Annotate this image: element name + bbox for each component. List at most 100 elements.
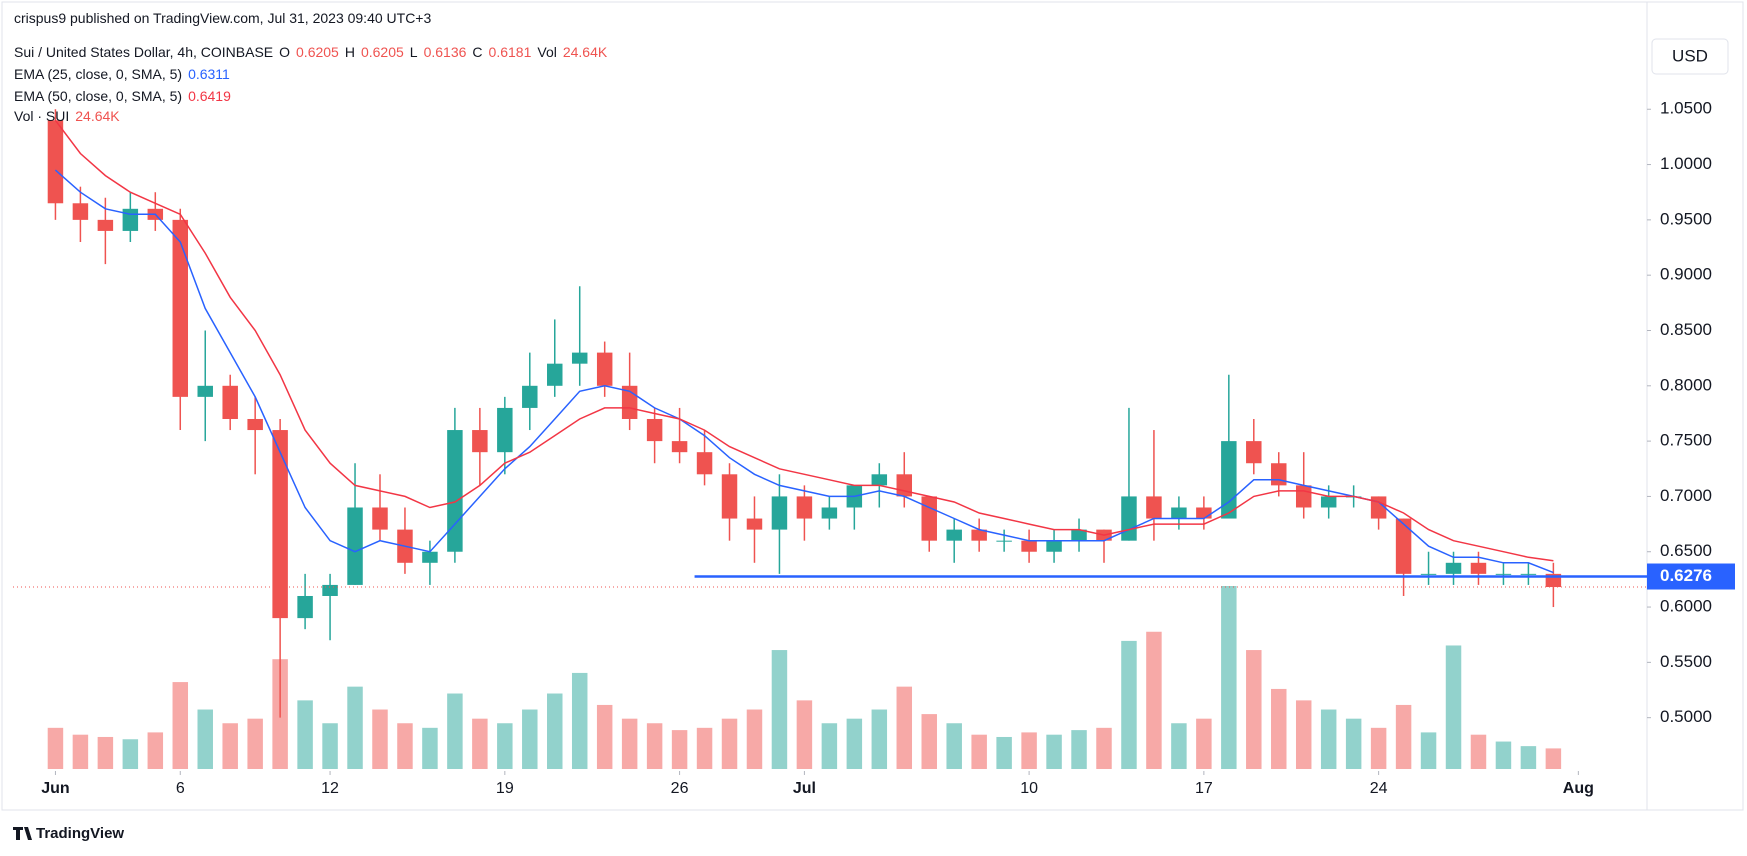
candle-body xyxy=(671,441,688,453)
volume-bar xyxy=(547,693,563,769)
volume-bar xyxy=(322,723,338,769)
y-tick-label: 0.6500 xyxy=(1660,541,1712,560)
ema25-legend: EMA (25, close, 0, SMA, 5) 0.6311 xyxy=(14,66,230,82)
volume-bar xyxy=(472,718,488,769)
candle-body xyxy=(1196,507,1212,519)
candle-body xyxy=(272,430,288,619)
candle-body xyxy=(1146,496,1162,519)
volume-bar xyxy=(1246,650,1262,769)
volume-bar xyxy=(1445,645,1462,769)
candle-body xyxy=(1046,540,1062,552)
candle-body xyxy=(1445,562,1462,574)
candle-body xyxy=(1370,496,1387,519)
ema50-legend: EMA (50, close, 0, SMA, 5) 0.6419 xyxy=(14,88,231,104)
volume-bar xyxy=(1146,631,1162,769)
candle-body xyxy=(297,595,313,619)
volume-bar xyxy=(796,700,813,769)
ohlc-name: Vol xyxy=(537,44,557,60)
volume-bar xyxy=(1071,730,1087,769)
volume-bar xyxy=(1271,688,1287,769)
candle-body xyxy=(72,203,89,220)
volume-bar xyxy=(1470,734,1487,769)
y-tick-label: 0.9500 xyxy=(1660,209,1712,228)
candle-body xyxy=(771,496,788,530)
candle-body xyxy=(1320,496,1337,508)
volume-bar xyxy=(921,714,937,769)
ohlc-name: C xyxy=(472,44,483,60)
candle-body xyxy=(97,219,114,231)
y-tick-label: 0.7000 xyxy=(1660,486,1712,505)
candle-body xyxy=(547,363,563,386)
candle-body xyxy=(996,540,1012,542)
logo: TradingView xyxy=(36,825,124,842)
volume-bar xyxy=(671,730,688,769)
published: crispus9 published on TradingView.com, J… xyxy=(14,10,432,26)
volume-bar xyxy=(1096,727,1112,769)
legend-value: 0.6419 xyxy=(188,88,231,104)
volume-bar xyxy=(1021,732,1037,769)
volume-bar xyxy=(971,734,987,769)
ema-line xyxy=(54,169,1554,574)
ohlc-name: O xyxy=(279,44,291,60)
y-tick-label: 0.5000 xyxy=(1660,707,1712,726)
y-tick-label: 0.7500 xyxy=(1660,431,1712,450)
volume-bar xyxy=(347,686,363,769)
candle-body xyxy=(422,551,438,563)
candle-body xyxy=(1520,573,1537,575)
y-tick-label: 0.8500 xyxy=(1660,320,1712,339)
volume-bar xyxy=(571,672,588,769)
candle-body xyxy=(746,518,763,530)
currency-box[interactable] xyxy=(1651,38,1729,75)
volume-bar xyxy=(1320,709,1337,769)
currency[interactable]: USD xyxy=(1672,46,1708,65)
volume-bar xyxy=(497,723,513,769)
volume-bar xyxy=(871,709,888,769)
candle-body xyxy=(172,219,189,397)
volume-bar xyxy=(397,723,413,769)
candle-body xyxy=(197,385,213,397)
x-tick-label: Jun xyxy=(41,780,69,797)
x-tick-label: 19 xyxy=(496,780,514,797)
candle-body xyxy=(1246,441,1262,464)
volume-bar xyxy=(47,727,64,769)
y-tick-label: 0.5500 xyxy=(1660,652,1712,671)
candle-body xyxy=(921,496,937,541)
x-tick-label: 12 xyxy=(321,780,339,797)
volume-bar xyxy=(646,723,663,769)
frame xyxy=(1,1,1744,811)
volume-bar xyxy=(1221,586,1237,769)
volume-bar xyxy=(596,704,613,769)
candle-body xyxy=(372,507,388,530)
volume-bar xyxy=(447,693,463,769)
candle-body xyxy=(896,474,913,497)
x-tick-label: Jul xyxy=(793,780,816,797)
candle-body xyxy=(347,507,363,585)
candle-body xyxy=(247,418,263,431)
candle-body xyxy=(796,496,813,519)
candle-body xyxy=(122,208,139,231)
ohlc-name: H xyxy=(344,44,355,60)
candle-body xyxy=(1395,518,1412,574)
candle-body xyxy=(696,452,713,475)
x-tick-label: 26 xyxy=(671,780,689,797)
volume-bar xyxy=(721,718,738,769)
ohlc-value: 0.6205 xyxy=(296,44,339,60)
volume-bar xyxy=(946,723,962,769)
volume-bar xyxy=(696,727,713,769)
candle-body xyxy=(1295,485,1312,508)
candle-body xyxy=(1221,441,1237,519)
candle-body xyxy=(721,474,738,519)
candle-body xyxy=(1420,573,1437,575)
y-tick-label: 0.8000 xyxy=(1660,375,1712,394)
volume-bar xyxy=(771,650,788,769)
candle-body xyxy=(222,385,238,419)
candle-body xyxy=(1121,496,1137,541)
candle-body xyxy=(322,584,338,596)
volume-bar xyxy=(222,723,238,769)
volume-bar xyxy=(1121,640,1137,769)
x-tick-label: 17 xyxy=(1195,780,1213,797)
legend-name: EMA (25, close, 0, SMA, 5) xyxy=(14,66,183,82)
volume-bar xyxy=(147,732,164,769)
candle-body xyxy=(522,385,538,408)
